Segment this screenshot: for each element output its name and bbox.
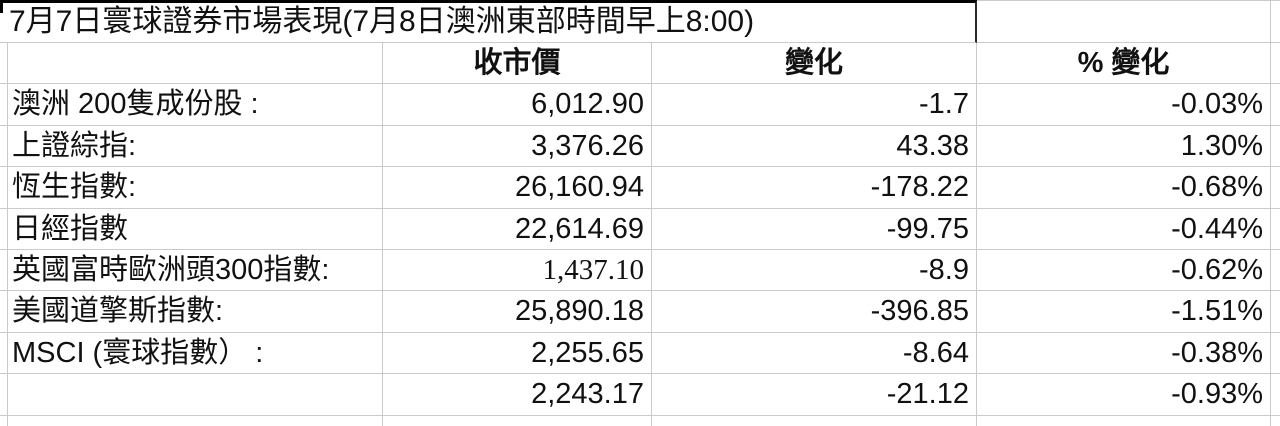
cell-change-nikkei[interactable]: -99.75 bbox=[652, 208, 977, 250]
cell-change-ftse-euro300[interactable]: -8.9 bbox=[652, 249, 977, 292]
row-label-blank[interactable] bbox=[8, 374, 383, 416]
right-sliver bbox=[1271, 43, 1280, 85]
cell-pct-blank-row[interactable]: -0.93% bbox=[977, 374, 1271, 416]
right-sliver bbox=[1271, 0, 1280, 43]
cell-change-dowjones[interactable]: -396.85 bbox=[652, 291, 977, 333]
cell-change-msci-world[interactable]: -8.64 bbox=[652, 332, 977, 375]
cell-pct-shanghai[interactable]: 1.30% bbox=[977, 125, 1271, 168]
right-sliver bbox=[1271, 333, 1280, 375]
row-header-sliver bbox=[0, 374, 8, 416]
header-label-empty[interactable] bbox=[8, 43, 383, 85]
cell-close-asx200[interactable]: 6,012.90 bbox=[383, 84, 652, 126]
cell-close-shanghai[interactable]: 3,376.26 bbox=[383, 125, 652, 168]
header-close-price[interactable]: 收市價 bbox=[383, 43, 652, 85]
cell-pct-ftse-euro300[interactable]: -0.62% bbox=[977, 249, 1271, 292]
table-title-cell[interactable]: 7月7日寰球證券市場表現(7月8日澳洲東部時間早上8:00) bbox=[0, 0, 977, 43]
cell-close-ftse-euro300[interactable]: 1,437.10 bbox=[383, 249, 652, 292]
cell-close-nikkei[interactable]: 22,614.69 bbox=[383, 208, 652, 250]
right-sliver bbox=[1271, 291, 1280, 333]
row-header-sliver bbox=[0, 125, 8, 168]
header-pct-change[interactable]: % 變化 bbox=[977, 43, 1271, 85]
cell-close-hangseng[interactable]: 26,160.94 bbox=[383, 167, 652, 209]
empty-cell[interactable] bbox=[977, 415, 1271, 426]
cell-change-asx200[interactable]: -1.7 bbox=[652, 84, 977, 126]
cell-close-blank-row[interactable]: 2,243.17 bbox=[383, 374, 652, 416]
row-label-asx200[interactable]: 澳洲 200隻成份股 : bbox=[8, 84, 383, 126]
cell-pct-msci-world[interactable]: -0.38% bbox=[977, 332, 1271, 375]
right-sliver bbox=[1271, 416, 1280, 426]
cell-pct-nikkei[interactable]: -0.44% bbox=[977, 208, 1271, 250]
row-label-msci-world[interactable]: MSCI (寰球指數） : bbox=[8, 332, 383, 375]
right-sliver bbox=[1271, 374, 1280, 416]
title-left-border-stub bbox=[0, 0, 3, 13]
row-label-nikkei[interactable]: 日經指數 bbox=[8, 208, 383, 250]
row-header-sliver bbox=[0, 167, 8, 209]
row-header-sliver bbox=[0, 84, 8, 126]
row-label-hangseng[interactable]: 恆生指數: bbox=[8, 167, 383, 209]
row-label-dowjones[interactable]: 美國道擎斯指數: bbox=[8, 291, 383, 333]
cell-change-hangseng[interactable]: -178.22 bbox=[652, 167, 977, 209]
cell-close-dowjones[interactable]: 25,890.18 bbox=[383, 291, 652, 333]
empty-cell[interactable] bbox=[652, 415, 977, 426]
row-header-sliver bbox=[0, 43, 8, 85]
right-sliver bbox=[1271, 209, 1280, 250]
right-sliver bbox=[1271, 84, 1280, 126]
header-change[interactable]: 變化 bbox=[652, 43, 977, 85]
empty-cell[interactable] bbox=[8, 415, 383, 426]
row-header-sliver bbox=[0, 415, 8, 426]
right-sliver bbox=[1271, 167, 1280, 209]
row-header-sliver bbox=[0, 208, 8, 250]
cell-close-msci-world[interactable]: 2,255.65 bbox=[383, 332, 652, 375]
right-sliver bbox=[1271, 250, 1280, 292]
row-header-sliver bbox=[0, 291, 8, 333]
right-sliver bbox=[1271, 126, 1280, 168]
cell-change-shanghai[interactable]: 43.38 bbox=[652, 125, 977, 168]
cell-pct-dowjones[interactable]: -1.51% bbox=[977, 291, 1271, 333]
row-label-shanghai[interactable]: 上證綜指: bbox=[8, 125, 383, 168]
cell-pct-hangseng[interactable]: -0.68% bbox=[977, 167, 1271, 209]
row-header-sliver bbox=[0, 249, 8, 292]
cell-change-blank-row[interactable]: -21.12 bbox=[652, 374, 977, 416]
empty-cell[interactable] bbox=[383, 415, 652, 426]
row-label-ftse-euro300[interactable]: 英國富時歐洲頭300指數: bbox=[8, 249, 383, 292]
row-header-sliver bbox=[0, 332, 8, 375]
empty-cell[interactable] bbox=[977, 0, 1271, 43]
cell-pct-asx200[interactable]: -0.03% bbox=[977, 84, 1271, 126]
